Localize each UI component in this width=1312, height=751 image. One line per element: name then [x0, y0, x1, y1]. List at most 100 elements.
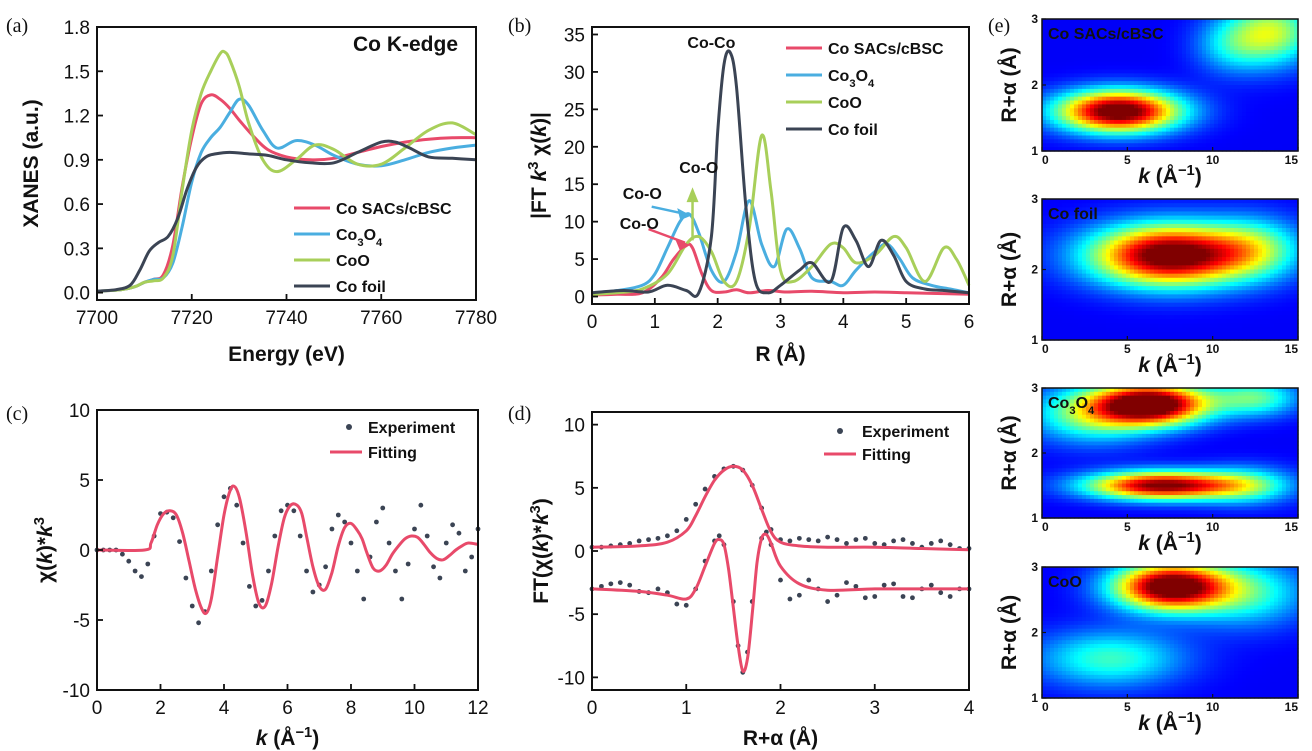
- e-heatmap-cell: [1278, 88, 1283, 94]
- e-heatmap-cell: [1198, 302, 1203, 308]
- e-heatmap-cell: [1214, 139, 1219, 144]
- e-heatmap-cell: [1050, 391, 1055, 397]
- e-heatmap-cell: [1102, 61, 1107, 67]
- e-heatmap-cell: [1086, 69, 1091, 74]
- e-heatmap-cell: [1066, 265, 1071, 271]
- e-heatmap-cell: [1182, 298, 1187, 304]
- e-heatmap-cell: [1294, 127, 1299, 133]
- e-heatmap-cell: [1042, 487, 1047, 492]
- e-heatmap-cell: [1206, 112, 1211, 117]
- e-heatmap-cell: [1050, 240, 1055, 246]
- e-heatmap-cell: [1106, 19, 1111, 24]
- d-experiment-imaginary-point: [844, 580, 849, 585]
- e-heatmap-cell: [1138, 131, 1143, 137]
- e-heatmap-cell: [1114, 273, 1119, 279]
- e-heatmap-cell: [1258, 73, 1263, 78]
- e-heatmap-cell: [1254, 252, 1259, 258]
- e-heatmap-cell: [1078, 61, 1083, 67]
- e-heatmap-cell: [1138, 273, 1143, 279]
- e-heatmap-cell: [1062, 244, 1067, 250]
- e-heatmap-cell: [1206, 61, 1211, 67]
- e-heatmap-cell: [1158, 100, 1163, 106]
- e-heatmap-cell: [1262, 203, 1267, 208]
- e-heatmap-cell: [1098, 42, 1103, 47]
- e-heatmap-cell: [1086, 269, 1091, 275]
- e-heatmap-cell: [1090, 46, 1095, 51]
- e-heatmap-cell: [1106, 203, 1111, 208]
- e-heatmap-cell: [1058, 430, 1063, 435]
- e-heatmap-cell: [1078, 38, 1083, 43]
- b-arrowhead: [674, 238, 691, 251]
- e-heatmap-cell: [1258, 223, 1263, 229]
- e-heatmap-cell: [1258, 315, 1263, 320]
- e-heatmap-cell: [1158, 108, 1163, 113]
- e-heatmap-cell: [1070, 456, 1075, 462]
- c-experiment-point: [380, 505, 386, 511]
- e-heatmap-cell: [1074, 414, 1079, 420]
- e-heatmap-cell: [1066, 257, 1071, 262]
- e-heatmap-cell: [1182, 42, 1187, 47]
- e-heatmap-cell: [1290, 281, 1295, 287]
- e-heatmap-cell: [1062, 147, 1067, 152]
- e-heatmap-cell: [1166, 61, 1171, 67]
- e-heatmap-cell: [1054, 464, 1059, 469]
- e-heatmap-cell: [1206, 26, 1211, 32]
- e-heatmap-cell: [1246, 69, 1251, 74]
- e-heatmap-cell: [1090, 19, 1095, 24]
- e-heatmap-cell: [1166, 240, 1171, 246]
- e-heatmap-cell: [1142, 73, 1147, 78]
- e-heatmap-cell: [1198, 228, 1203, 233]
- e-heatmap-cell: [1238, 240, 1243, 246]
- e-heatmap-cell: [1178, 77, 1183, 82]
- e-heatmap-cell: [1194, 228, 1199, 233]
- e-heatmap-cell: [1058, 269, 1063, 275]
- e-heatmap-cell: [1110, 34, 1115, 40]
- e-heatmap-cell: [1274, 127, 1279, 133]
- e-heatmap-cell: [1070, 437, 1075, 443]
- e-heatmap-cell: [1234, 310, 1239, 316]
- e-heatmap-cell: [1166, 323, 1171, 329]
- e-heatmap-cell: [1266, 240, 1271, 246]
- e-heatmap-cell: [1214, 219, 1219, 225]
- e-heatmap-cell: [1082, 223, 1087, 229]
- e-heatmap-cell: [1082, 19, 1087, 24]
- b-ytick-label: 20: [564, 138, 585, 159]
- e-heatmap-cell: [1138, 127, 1143, 133]
- e-heatmap-cell: [1078, 123, 1083, 129]
- e-heatmap-cell: [1114, 335, 1119, 341]
- e-heatmap-cell: [1210, 306, 1215, 312]
- e-heatmap-cell: [1262, 273, 1267, 279]
- e-heatmap-cell: [1242, 112, 1247, 117]
- e-heatmap-cell: [1142, 30, 1147, 36]
- e-heatmap-cell: [1166, 335, 1171, 341]
- e-heatmap-cell: [1210, 294, 1215, 300]
- e-heatmap-cell: [1186, 85, 1191, 90]
- e-heatmap-cell: [1042, 498, 1047, 504]
- e-heatmap-cell: [1222, 139, 1227, 144]
- e-heatmap-cell: [1062, 445, 1067, 450]
- e-heatmap-cell: [1278, 123, 1283, 129]
- e-heatmap-cell: [1250, 143, 1255, 148]
- e-heatmap-cell: [1270, 88, 1275, 94]
- e-heatmap-cell: [1282, 69, 1287, 74]
- e-heatmap-cell: [1282, 127, 1287, 133]
- e-heatmap-cell: [1210, 331, 1215, 337]
- c-ytick-label: 0: [79, 541, 90, 562]
- e-heatmap-cell: [1094, 323, 1099, 329]
- c-experiment-point: [450, 522, 455, 528]
- e-heatmap-cell: [1230, 290, 1235, 295]
- e-heatmap-cell: [1070, 127, 1075, 133]
- e-heatmap-cell: [1098, 69, 1103, 74]
- e-heatmap-cell: [1222, 42, 1227, 47]
- e-heatmap-cell: [1234, 273, 1239, 279]
- e-heatmap-cell: [1174, 30, 1179, 36]
- e-heatmap-cell: [1246, 223, 1251, 229]
- e-heatmap-cell: [1094, 290, 1099, 295]
- e-heatmap-cell: [1178, 294, 1183, 300]
- e-heatmap-cell: [1130, 100, 1135, 106]
- e-heatmap-cell: [1262, 219, 1267, 225]
- e-heatmap-cell: [1206, 19, 1211, 24]
- e-heatmap-cell: [1062, 286, 1067, 291]
- e-heatmap-cell: [1078, 273, 1083, 279]
- e-heatmap-cell: [1058, 290, 1063, 295]
